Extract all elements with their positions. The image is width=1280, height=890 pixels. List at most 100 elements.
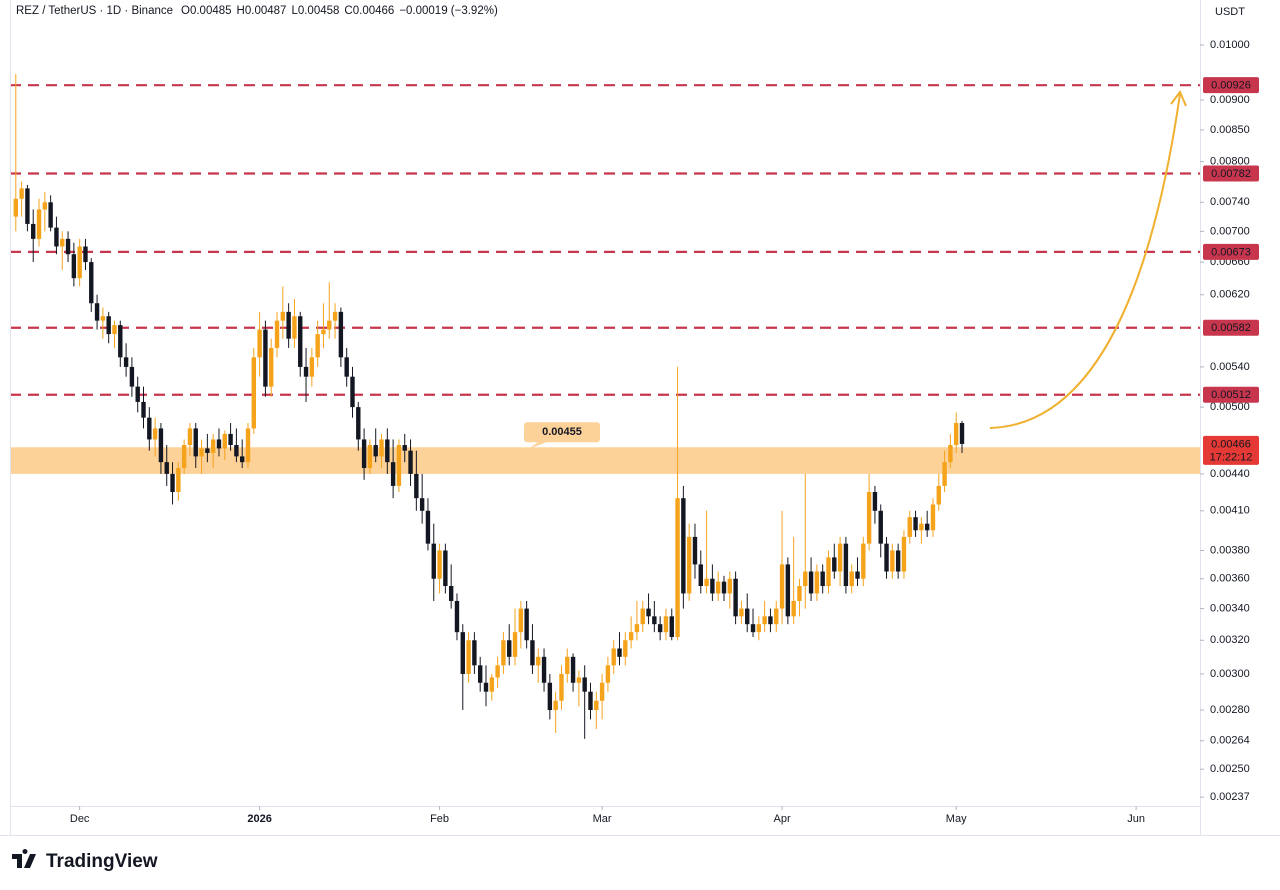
candle-body [234, 445, 239, 457]
candle-body [54, 227, 59, 247]
level-price-box [1203, 386, 1259, 403]
zone-label: 0.00455 [542, 426, 582, 438]
candle-body [129, 366, 135, 387]
candle-body [36, 209, 42, 239]
candle-body [820, 571, 825, 587]
candle-body [843, 543, 849, 587]
y-tick-label: 0.00500 [1210, 401, 1250, 413]
candle-body [187, 428, 193, 446]
candle-body [570, 656, 576, 683]
candle-body [623, 640, 628, 657]
candle-body [832, 557, 837, 572]
candle-body [292, 316, 297, 339]
y-tick-label: 0.00280 [1210, 704, 1250, 716]
y-tick-label: 0.00540 [1210, 361, 1250, 373]
ohlc-key: C [344, 5, 352, 17]
candle-body [599, 682, 605, 701]
candle-body [675, 498, 680, 637]
candle-body [118, 325, 123, 358]
candle-body [454, 600, 460, 633]
candle-body [959, 423, 965, 444]
candle-body [123, 357, 129, 367]
candle-body [762, 616, 767, 625]
candle-body [646, 608, 651, 617]
candle-body [170, 473, 175, 493]
candle-body [135, 386, 140, 402]
candle-body [303, 366, 309, 377]
candle-body [176, 467, 181, 493]
candle-body [460, 632, 465, 674]
candle-body [112, 325, 117, 335]
candle-body [489, 677, 495, 692]
candle-body [367, 445, 373, 468]
candle-body [286, 311, 291, 339]
candle-body [431, 543, 436, 579]
candle-body [605, 665, 611, 683]
candle-body [686, 536, 692, 594]
projection-arrow [989, 93, 1181, 429]
candle-body [774, 608, 779, 625]
candle-body [536, 656, 541, 666]
plot-area: 0.00455 [10, 74, 1200, 739]
candle-body [890, 550, 895, 572]
candle-body [756, 624, 762, 633]
candle-body [71, 254, 77, 279]
candle-body [837, 543, 843, 572]
candle-body [472, 640, 477, 666]
logo-mark [12, 849, 36, 868]
candle-body [245, 428, 251, 463]
candle-body [715, 581, 721, 594]
candle-body [350, 376, 355, 408]
candle-body [924, 523, 930, 531]
y-tick-label: 0.00380 [1210, 544, 1250, 556]
candle-body [791, 600, 796, 617]
candle-body [768, 616, 773, 625]
ohlc-value: 0.00487 [245, 5, 287, 17]
candle-body [495, 665, 500, 678]
candle-body [466, 640, 471, 674]
x-tick-label: Apr [773, 813, 790, 825]
candle-body [309, 357, 315, 377]
candle-body [785, 564, 791, 617]
candle-body [408, 450, 413, 474]
candle-body [745, 608, 750, 625]
candle-body [803, 571, 808, 587]
candle-body [640, 608, 645, 625]
level-price-box [1203, 77, 1259, 94]
level-price-label: 0.00582 [1211, 322, 1251, 334]
candle-body [582, 677, 587, 692]
ohlc-key: H [237, 5, 245, 17]
candle-body [83, 246, 88, 263]
candle-body [814, 571, 820, 594]
candle-body [524, 608, 529, 641]
candle-body [559, 673, 564, 701]
candle-body [222, 433, 227, 449]
candle-body [919, 523, 924, 531]
candle-body [884, 543, 889, 572]
candle-body [953, 423, 959, 446]
candle-body [501, 640, 506, 666]
y-tick-label: 0.00440 [1210, 468, 1250, 480]
candle-body [390, 462, 396, 486]
ohlc-header: O0.00485 H0.00487 L0.00458 C0.00466 −0.00019… [181, 5, 498, 17]
candle-body [141, 401, 146, 418]
candle-body [611, 648, 616, 666]
candle-body [158, 428, 164, 463]
candle-body [936, 485, 941, 505]
candle-body [826, 557, 831, 587]
candle-body [373, 445, 378, 457]
support-zone [10, 447, 1200, 474]
y-tick-label: 0.00320 [1210, 634, 1250, 646]
candle-body [332, 311, 338, 321]
candle-body [483, 682, 489, 692]
candle-body [419, 498, 425, 511]
y-tick-label: 0.01000 [1210, 39, 1250, 51]
candle-body [808, 571, 814, 594]
candle-body [443, 550, 448, 587]
candle-body [205, 448, 210, 453]
current-price-label: 0.00466 [1211, 438, 1251, 450]
candle-body [199, 448, 204, 457]
candle-body [280, 311, 286, 321]
level-price-box [1203, 165, 1259, 182]
